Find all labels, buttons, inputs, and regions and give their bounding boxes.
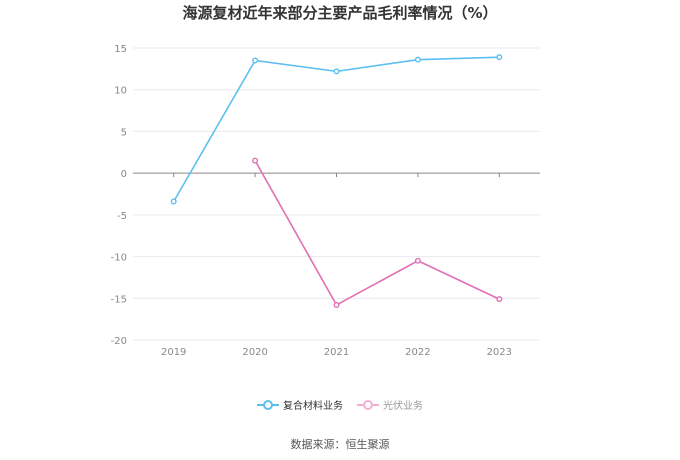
- y-tick-label: 5: [121, 127, 127, 138]
- data-point[interactable]: [496, 54, 503, 61]
- legend-item-composite[interactable]: 复合材料业务: [257, 397, 343, 412]
- y-tick-label: -5: [117, 211, 127, 222]
- grid-lines: [133, 47, 540, 341]
- series-lines: [170, 54, 503, 308]
- legend-item-photovoltaic[interactable]: 光伏业务: [357, 397, 423, 412]
- y-tick-label: -10: [111, 253, 127, 264]
- data-point[interactable]: [333, 301, 340, 308]
- data-point[interactable]: [170, 198, 177, 205]
- y-tick-label: -20: [111, 336, 127, 347]
- x-tick-label: 2023: [487, 347, 512, 358]
- chart-title: 海源复材近年来部分主要产品毛利率情况（%）: [182, 4, 498, 22]
- y-tick-label: 0: [121, 169, 127, 180]
- y-tick-label: 10: [114, 86, 127, 97]
- data-point[interactable]: [252, 157, 259, 164]
- data-point[interactable]: [496, 296, 503, 303]
- data-point[interactable]: [414, 257, 421, 264]
- x-tick-label: 2022: [405, 347, 430, 358]
- y-tick-label: -15: [111, 294, 127, 305]
- x-tick-label: 2019: [161, 347, 186, 358]
- data-source: 数据来源：恒生聚源: [290, 438, 390, 451]
- x-axis: 2019 2020 2021 2022 2023: [133, 172, 540, 358]
- legend-label: 光伏业务: [383, 401, 423, 412]
- data-point[interactable]: [333, 68, 340, 75]
- legend-line-circle-icon: [257, 399, 279, 410]
- y-axis: 15 10 5 0 -5 -10 -15 -20: [111, 44, 127, 347]
- series-line: [173, 56, 500, 202]
- data-point[interactable]: [414, 56, 421, 63]
- x-tick-label: 2021: [324, 347, 349, 358]
- legend-label: 复合材料业务: [283, 401, 343, 412]
- y-tick-label: 15: [114, 44, 127, 55]
- series-line: [254, 160, 500, 307]
- legend-line-circle-icon: [357, 399, 379, 410]
- data-point[interactable]: [252, 57, 259, 64]
- x-tick-label: 2020: [242, 347, 267, 358]
- legend: 复合材料业务 光伏业务: [0, 397, 680, 412]
